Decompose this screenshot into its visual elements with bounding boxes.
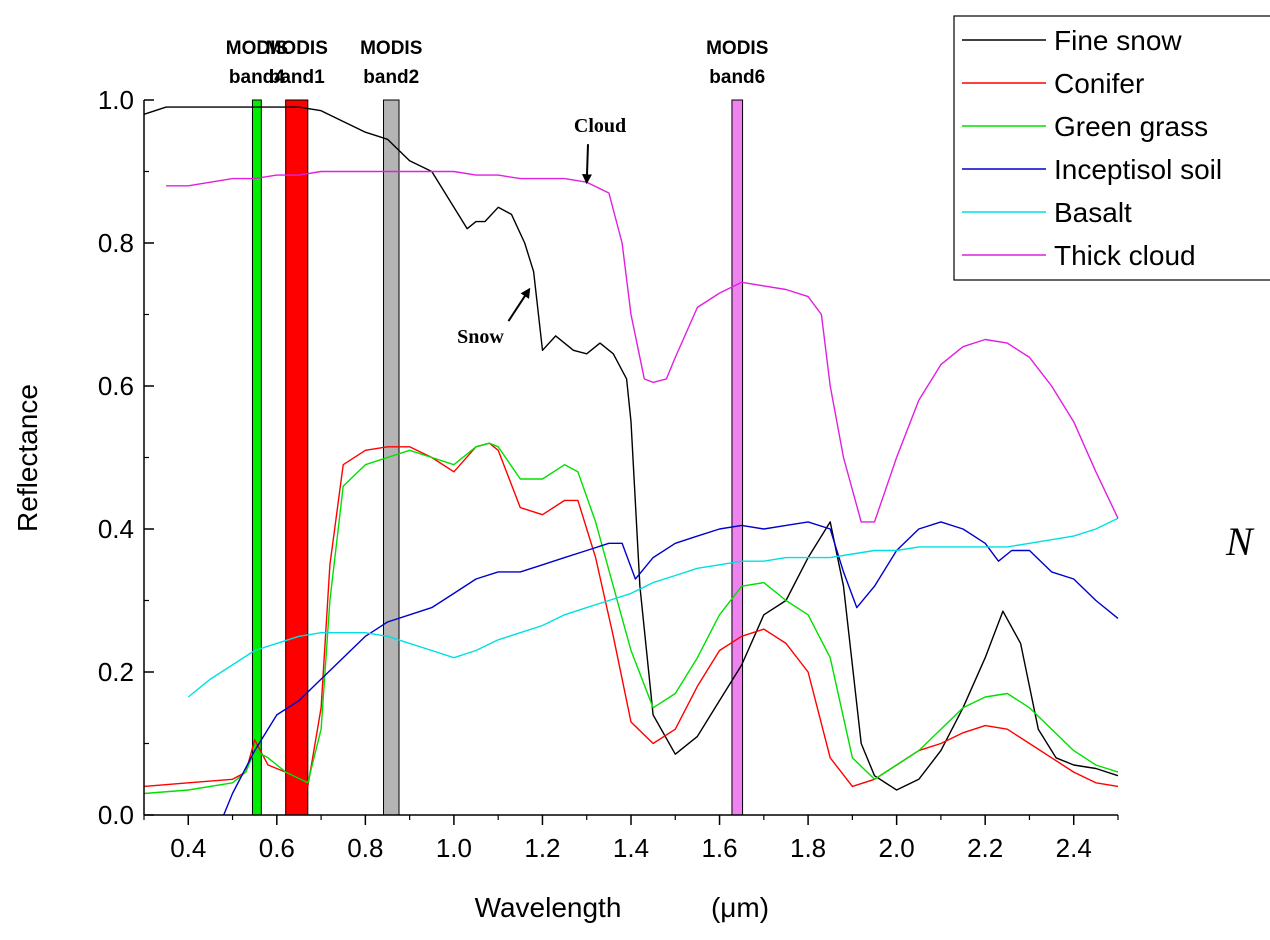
annotations: Cloud Snow — [457, 115, 626, 348]
x-tick-label: 1.4 — [613, 833, 649, 863]
y-tick-label: 1.0 — [98, 85, 134, 115]
x-tick-label: 0.4 — [170, 833, 206, 863]
x-tick-label: 1.2 — [524, 833, 560, 863]
band-label-line2: band1 — [269, 67, 325, 88]
y-tick-label: 0.6 — [98, 371, 134, 401]
y-tick-label: 0.0 — [98, 800, 134, 830]
band-labels: MODIS band4 MODIS band1 MODIS band2 MODIS band6 — [226, 38, 769, 88]
series-lines — [143, 106, 1119, 816]
x-axis-unit: (μm) — [711, 892, 769, 923]
series-line-thick-cloud — [166, 170, 1119, 523]
band-label-line2: band2 — [363, 67, 419, 88]
series-line-basalt — [187, 517, 1119, 698]
band-bar-band4 — [251, 99, 262, 816]
annotation-snow: Snow — [457, 326, 504, 348]
annotation-cloud: Cloud — [574, 115, 626, 137]
band-bar-band6 — [731, 99, 744, 816]
x-tick-label: 1.6 — [701, 833, 737, 863]
x-tick-label: 0.8 — [347, 833, 383, 863]
legend-label: Green grass — [1054, 111, 1208, 142]
band-label-line1: MODIS — [706, 38, 768, 59]
legend-label: Fine snow — [1054, 25, 1182, 56]
band-label-line2: band4 — [229, 67, 285, 88]
legend-label: Inceptisol soil — [1054, 154, 1222, 185]
band-label-line1: MODIS — [360, 38, 422, 59]
x-tick-label: 1.8 — [790, 833, 826, 863]
series-line-green-grass — [143, 442, 1119, 795]
legend: Fine snow Conifer Green grass Inceptisol so… — [953, 15, 1270, 281]
side-text: N — [1225, 519, 1255, 564]
legend-box — [953, 15, 1270, 281]
series-line-conifer — [143, 442, 1119, 788]
band-label-line1: MODIS — [226, 38, 288, 59]
y-tick-label: 0.2 — [98, 657, 134, 687]
series-line-fine-snow — [143, 106, 1119, 791]
x-tick-label: 1.0 — [436, 833, 472, 863]
annotation-arrow — [581, 144, 592, 185]
legend-label: Conifer — [1054, 68, 1144, 99]
y-axis-title: Reflectance — [12, 384, 43, 532]
y-tick-label: 0.4 — [98, 514, 134, 544]
x-axis-title: Wavelength — [475, 892, 622, 923]
x-tick-label: 2.0 — [879, 833, 915, 863]
band-label-line2: band6 — [709, 67, 765, 88]
legend-label: Thick cloud — [1054, 240, 1196, 271]
legend-label: Basalt — [1054, 197, 1132, 228]
y-tick-label: 0.8 — [98, 228, 134, 258]
annotation-arrow — [507, 287, 531, 322]
series-line-inceptisol-soil — [223, 521, 1119, 816]
axes: 0.0 0.2 0.4 0.6 0.8 1.0 0.4 0.6 0.8 1.0 1.2 1.4 1.6 1… — [98, 85, 1119, 863]
x-tick-label: 0.6 — [259, 833, 295, 863]
x-tick-label: 2.2 — [967, 833, 1003, 863]
x-tick-label: 2.4 — [1056, 833, 1092, 863]
band-label-line1: MODIS — [266, 38, 328, 59]
